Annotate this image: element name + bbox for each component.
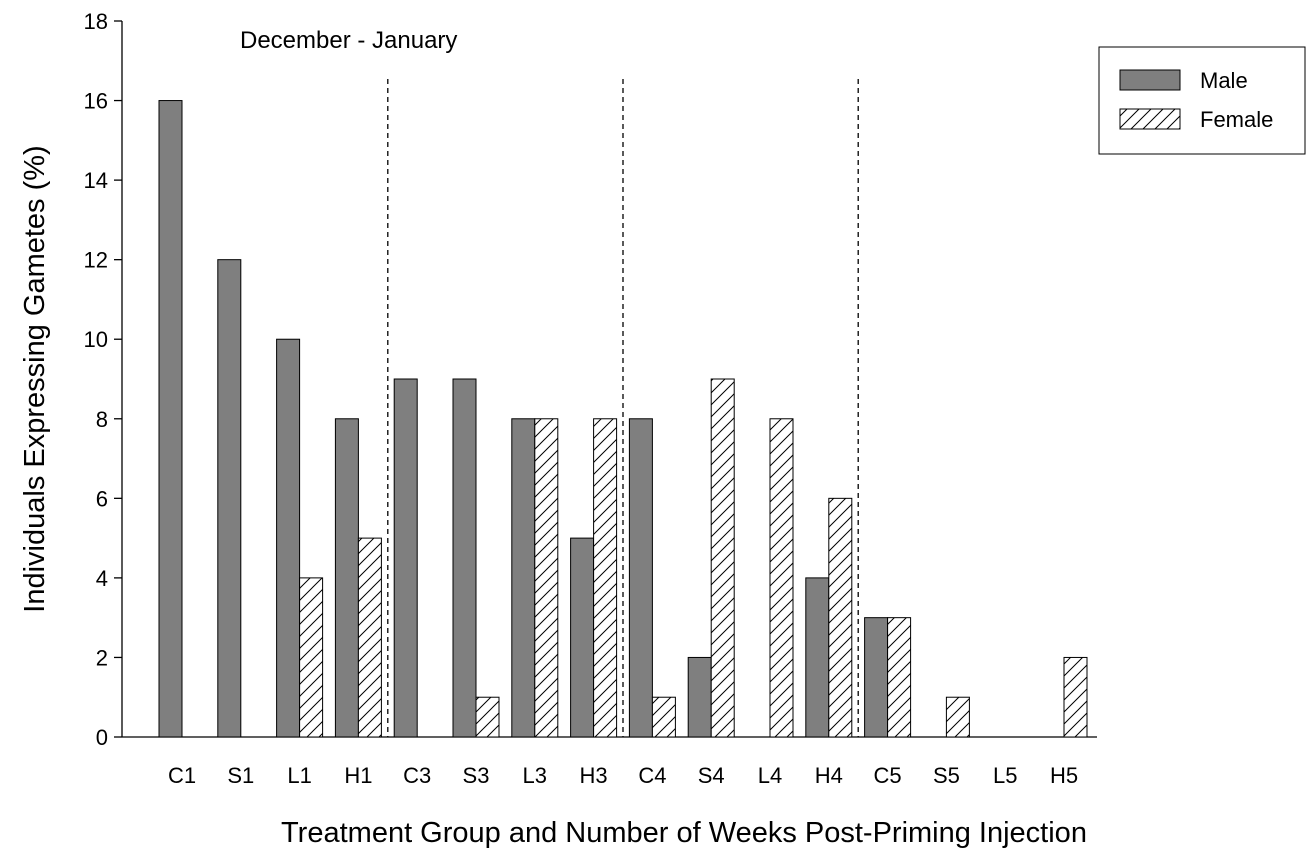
- x-tick-label: S4: [698, 763, 725, 788]
- bar-male: [217, 259, 242, 738]
- y-tick-label: 0: [96, 725, 108, 750]
- bar-male: [687, 656, 712, 738]
- bar-female: [769, 418, 794, 738]
- x-tick-label: L5: [993, 763, 1017, 788]
- x-axis-title: Treatment Group and Number of Weeks Post…: [281, 817, 1087, 849]
- x-tick-label: S1: [227, 763, 254, 788]
- y-axis: 0 2 4 6 8 10 12 14 16 18: [84, 9, 123, 750]
- bar-female: [710, 378, 735, 738]
- x-tick-label: C4: [638, 763, 666, 788]
- y-tick-label: 4: [96, 566, 108, 591]
- legend-swatch-female: [1119, 108, 1181, 130]
- bar-male: [511, 418, 536, 738]
- x-tick-label: L3: [523, 763, 547, 788]
- y-tick-label: 8: [96, 407, 108, 432]
- legend-swatch-male: [1119, 69, 1181, 91]
- x-tick-label: L4: [758, 763, 782, 788]
- bar-female: [593, 418, 618, 738]
- bar-male: [158, 100, 183, 738]
- x-axis: C1 S1 L1 H1 C3 S3 L3 H3 C4 S4 L4 H4 C5 S5 L5 H5: [122, 736, 1097, 788]
- x-tick-label: H4: [815, 763, 843, 788]
- y-tick-label: 2: [96, 645, 108, 670]
- bar-female: [357, 537, 382, 738]
- y-tick-label: 18: [84, 9, 108, 34]
- bar-male: [628, 418, 653, 738]
- group-separators: [387, 79, 859, 737]
- bar-female: [945, 696, 970, 738]
- bar-male: [276, 338, 301, 738]
- x-tick-label: C3: [403, 763, 431, 788]
- bar-female: [828, 497, 853, 738]
- x-tick-label: H3: [580, 763, 608, 788]
- bar-female: [651, 696, 676, 738]
- x-tick-label: H1: [344, 763, 372, 788]
- bar-male: [334, 418, 359, 738]
- y-tick-label: 14: [84, 168, 108, 193]
- bars: [158, 100, 1088, 738]
- bar-female: [534, 418, 559, 738]
- y-tick-label: 10: [84, 327, 108, 352]
- bar-male: [570, 537, 595, 738]
- chart-annotation: December - January: [240, 27, 457, 54]
- bar-female: [475, 696, 500, 738]
- legend-box: [1098, 46, 1306, 155]
- bar-male: [805, 577, 830, 738]
- bar-male: [393, 378, 418, 738]
- x-tick-label: C5: [874, 763, 902, 788]
- y-axis-title: Individuals Expressing Gametes (%): [19, 145, 51, 612]
- bar-female: [887, 617, 912, 738]
- legend-label-female: Female: [1200, 107, 1273, 132]
- y-tick-label: 12: [84, 248, 108, 273]
- x-tick-label: H5: [1050, 763, 1078, 788]
- legend: Male Female: [1098, 46, 1306, 155]
- x-tick-label: L1: [287, 763, 311, 788]
- y-tick-label: 6: [96, 486, 108, 511]
- x-tick-label: S5: [933, 763, 960, 788]
- bar-female: [1063, 656, 1088, 738]
- x-tick-label: S3: [463, 763, 490, 788]
- bar-female: [299, 577, 324, 738]
- bar-male: [864, 617, 889, 738]
- legend-label-male: Male: [1200, 68, 1248, 93]
- x-tick-label: C1: [168, 763, 196, 788]
- bar-male: [452, 378, 477, 738]
- y-tick-label: 16: [84, 89, 108, 114]
